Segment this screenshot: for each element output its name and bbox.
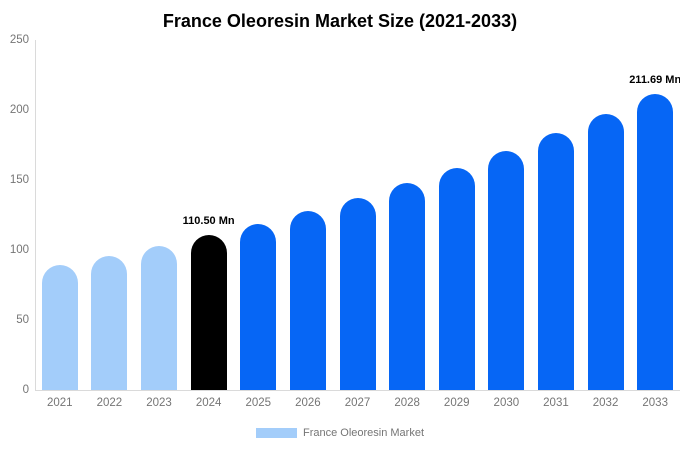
x-tick-label-2021: 2021 (47, 397, 73, 409)
bar-2024 (190, 235, 227, 390)
x-tick-label-2031: 2031 (543, 397, 569, 409)
x-tick-label-2028: 2028 (394, 397, 420, 409)
y-tick-label: 50 (16, 314, 29, 326)
y-tick-label: 0 (22, 384, 29, 396)
value-label-2033: 211.69 Mn (629, 73, 680, 86)
bar-2031 (537, 133, 574, 390)
value-label-2024: 110.50 Mn (182, 215, 235, 228)
y-tick-label: 250 (9, 34, 29, 46)
bar-2029 (438, 167, 475, 390)
chart-title: France Oleoresin Market Size (2021-2033) (162, 11, 518, 31)
x-tick-label-2029: 2029 (443, 397, 470, 409)
bar-2021 (41, 265, 78, 390)
y-tick-label: 200 (9, 104, 29, 116)
y-tick-label: 100 (9, 244, 29, 256)
x-tick-label-2024: 2024 (195, 397, 222, 409)
bar-2027 (339, 197, 376, 390)
bar-2028 (389, 183, 426, 390)
x-axis-line (35, 390, 680, 391)
x-tick-label-2027: 2027 (344, 397, 371, 409)
legend: France Oleoresin Market (0, 426, 680, 440)
x-tick-label-2022: 2022 (96, 397, 123, 409)
x-tick-label-2025: 2025 (245, 397, 272, 409)
bar-2026 (289, 211, 326, 390)
legend-swatch (255, 428, 297, 438)
x-tick-label-2030: 2030 (493, 397, 520, 409)
legend-label: France Oleoresin Market (302, 427, 425, 439)
bar-2025 (240, 223, 277, 390)
bar-2032 (587, 114, 624, 390)
y-axis-line (35, 40, 36, 391)
y-tick-label: 150 (9, 174, 29, 186)
x-tick-label-2032: 2032 (592, 397, 619, 409)
bar-2033 (637, 93, 674, 390)
bar-2022 (91, 256, 128, 390)
x-tick-label-2033: 2033 (642, 397, 668, 409)
x-tick-label-2026: 2026 (295, 397, 321, 409)
bar-2030 (488, 151, 525, 390)
x-tick-label-2023: 2023 (146, 397, 172, 409)
bar-2023 (141, 246, 178, 390)
